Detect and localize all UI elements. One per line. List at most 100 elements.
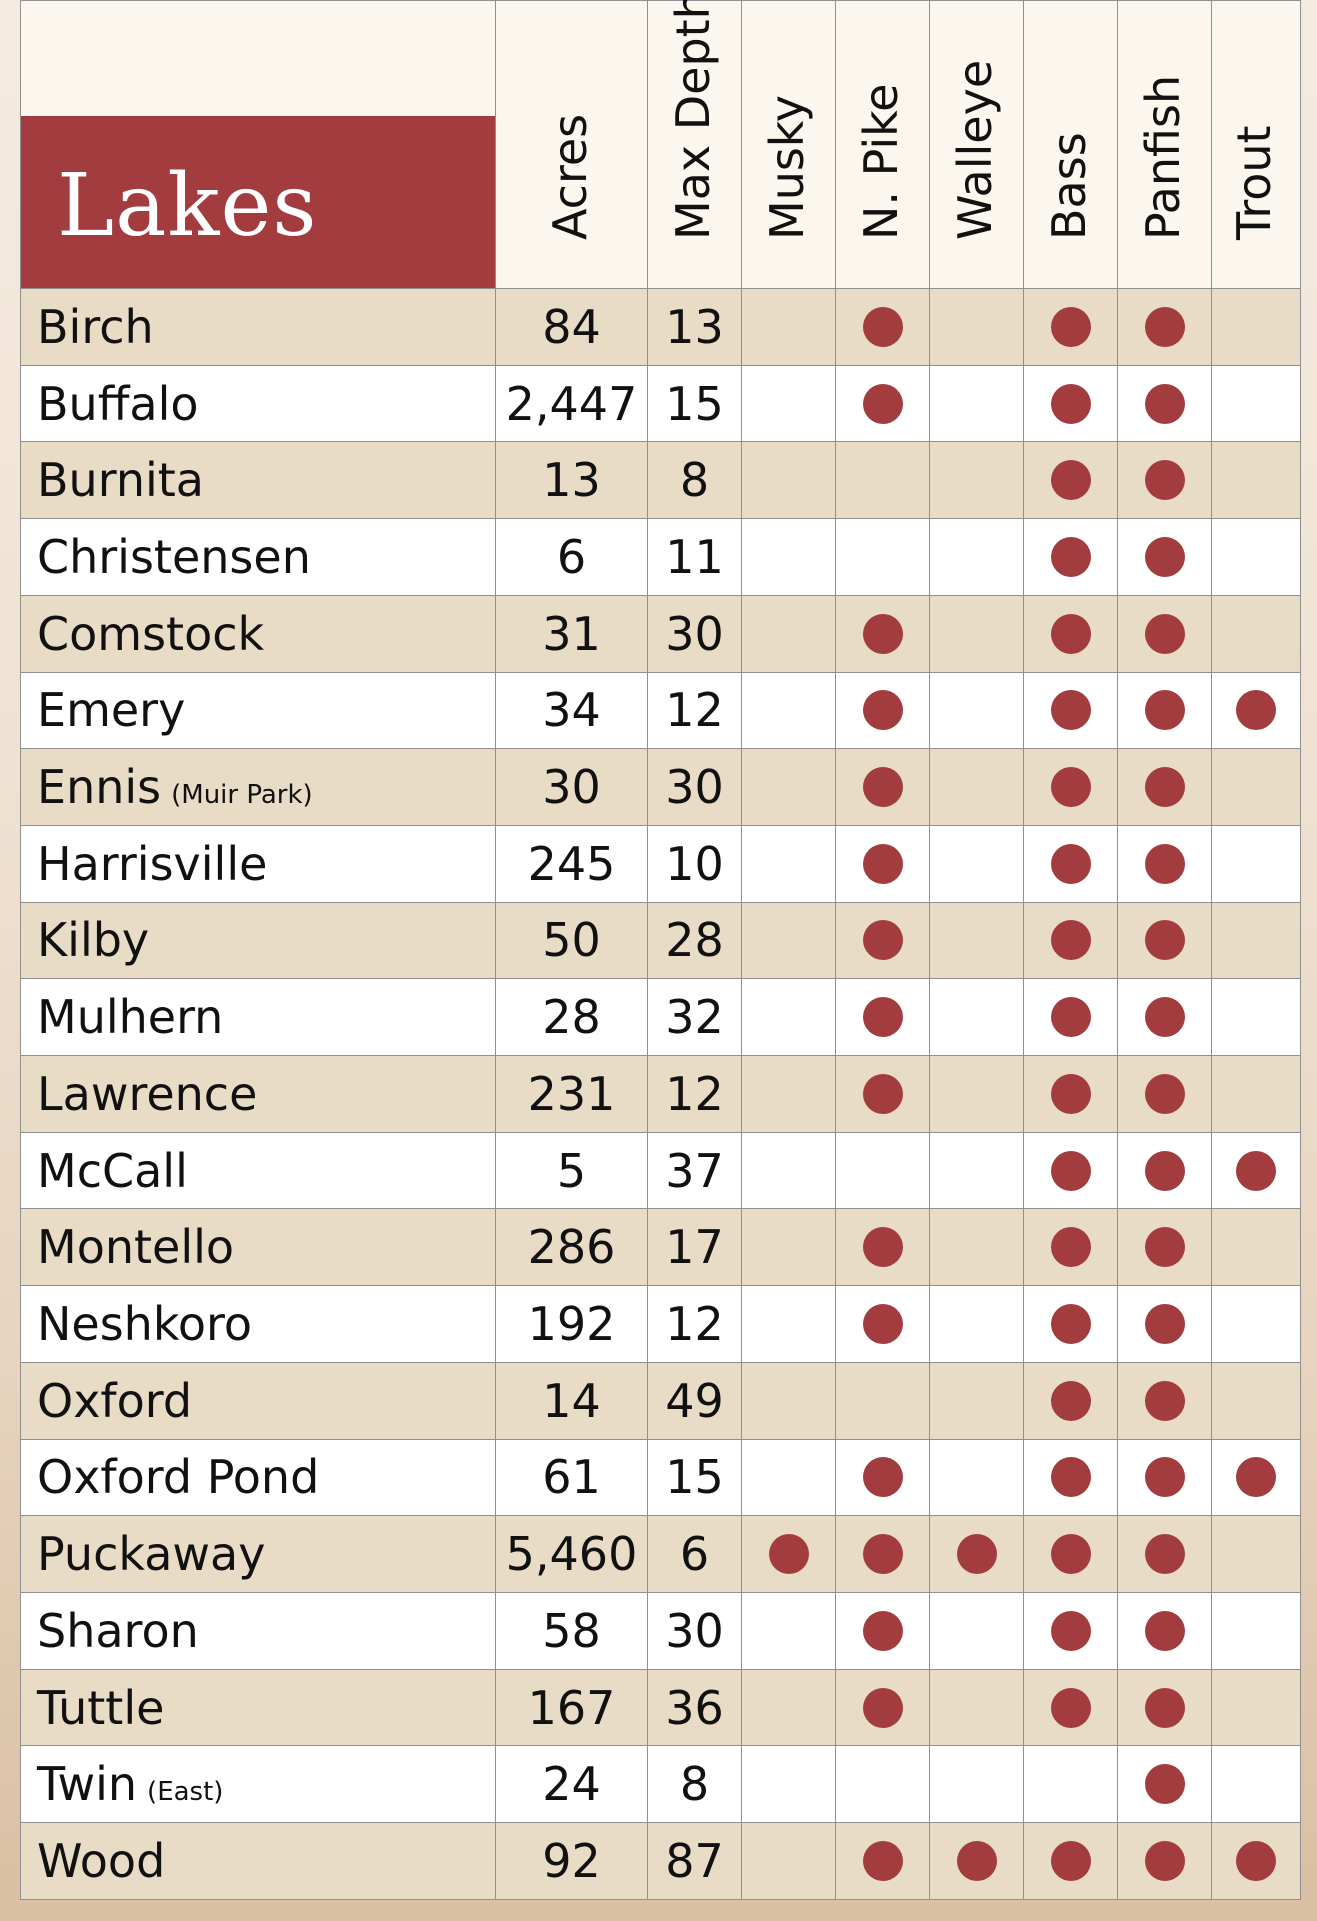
max-depth-cell: 6 (647, 1515, 742, 1593)
walleye-cell (929, 288, 1024, 366)
max-depth-cell: 36 (647, 1668, 742, 1747)
presence-dot-icon (1144, 383, 1185, 424)
acres-cell: 286 (495, 1208, 648, 1287)
bass-cell (1023, 1361, 1118, 1440)
presence-dot-icon (1050, 1227, 1091, 1268)
lakes-table: Lakes Acres Max Depth Musky N. Pike Wall… (20, 0, 1301, 1900)
bass-cell (1023, 1208, 1118, 1287)
n-pike-cell (835, 978, 930, 1057)
max-depth-cell: 30 (647, 748, 742, 826)
bass-cell (1023, 901, 1118, 980)
presence-dot-icon (862, 1227, 903, 1268)
n-pike-cell (835, 1745, 930, 1824)
max-depth-cell: 15 (647, 1438, 742, 1517)
presence-dot-icon (768, 1534, 809, 1575)
column-header-panfish: Panfish (1117, 0, 1212, 289)
n-pike-cell (835, 441, 930, 520)
acres-cell: 30 (495, 748, 648, 826)
table-row: Neshkoro 192 12 (20, 1285, 1301, 1363)
max-depth-cell: 10 (647, 824, 742, 903)
lake-name: Harrisville (37, 836, 268, 891)
presence-dot-icon (862, 767, 903, 808)
column-header-musky: Musky (741, 0, 836, 289)
column-label: Acres (542, 113, 597, 240)
musky-cell (741, 1131, 836, 1210)
panfish-cell (1117, 671, 1212, 750)
presence-dot-icon (862, 1687, 903, 1728)
presence-dot-icon (1144, 1457, 1185, 1498)
musky-cell (741, 364, 836, 443)
presence-dot-icon (1050, 920, 1091, 961)
presence-dot-icon (1144, 767, 1185, 808)
walleye-cell (929, 1208, 1024, 1287)
max-depth-cell: 15 (647, 364, 742, 443)
table-row: Christensen 6 11 (20, 518, 1301, 596)
table-title: Lakes (57, 156, 318, 256)
trout-cell (1211, 671, 1301, 750)
lake-name-cell: Oxford (20, 1361, 496, 1440)
presence-dot-icon (862, 613, 903, 654)
musky-cell (741, 1668, 836, 1747)
column-header-walleye: Walleye (929, 0, 1024, 289)
acres-cell: 2,447 (495, 364, 648, 443)
bass-cell (1023, 824, 1118, 903)
musky-cell (741, 671, 836, 750)
max-depth-cell: 8 (647, 1745, 742, 1824)
lake-name: Oxford Pond (37, 1450, 320, 1505)
lake-name-cell: McCall (20, 1131, 496, 1210)
acres-cell: 84 (495, 288, 648, 366)
trout-cell (1211, 1822, 1301, 1900)
presence-dot-icon (1144, 1764, 1185, 1805)
lake-name: Christensen (37, 529, 311, 584)
lake-name: Lawrence (37, 1066, 258, 1121)
table-row: Birch 84 13 (20, 288, 1301, 366)
lake-name-cell: Lawrence (20, 1055, 496, 1133)
max-depth-cell: 30 (647, 594, 742, 673)
panfish-cell (1117, 978, 1212, 1057)
presence-dot-icon (862, 997, 903, 1038)
column-label: Musky (759, 94, 814, 240)
table-row: Montello 286 17 (20, 1208, 1301, 1287)
presence-dot-icon (862, 1457, 903, 1498)
trout-cell (1211, 594, 1301, 673)
presence-dot-icon (1050, 1610, 1091, 1651)
trout-cell (1211, 288, 1301, 366)
bass-cell (1023, 1668, 1118, 1747)
walleye-cell (929, 518, 1024, 596)
panfish-cell (1117, 901, 1212, 980)
walleye-cell (929, 824, 1024, 903)
bass-cell (1023, 1591, 1118, 1670)
presence-dot-icon (1144, 997, 1185, 1038)
panfish-cell (1117, 1515, 1212, 1593)
lake-name-cell: Mulhern (20, 978, 496, 1057)
presence-dot-icon (1144, 306, 1185, 347)
column-label: Walleye (947, 59, 1002, 240)
presence-dot-icon (862, 1303, 903, 1344)
presence-dot-icon (1050, 1534, 1091, 1575)
musky-cell (741, 1591, 836, 1670)
table-row: Twin (East) 24 8 (20, 1745, 1301, 1824)
trout-cell (1211, 1361, 1301, 1440)
acres-cell: 61 (495, 1438, 648, 1517)
n-pike-cell (835, 1438, 930, 1517)
lake-name-cell: Birch (20, 288, 496, 366)
acres-cell: 13 (495, 441, 648, 520)
table-row: Mulhern 28 32 (20, 978, 1301, 1057)
panfish-cell (1117, 1668, 1212, 1747)
lake-note: (East) (147, 1777, 224, 1808)
presence-dot-icon (1144, 1610, 1185, 1651)
column-label: Max Depth (665, 0, 720, 240)
walleye-cell (929, 1591, 1024, 1670)
presence-dot-icon (1050, 843, 1091, 884)
n-pike-cell (835, 748, 930, 826)
max-depth-cell: 37 (647, 1131, 742, 1210)
panfish-cell (1117, 288, 1212, 366)
trout-cell (1211, 1515, 1301, 1593)
panfish-cell (1117, 1591, 1212, 1670)
lake-note: (Muir Park) (171, 780, 313, 811)
presence-dot-icon (1050, 1073, 1091, 1114)
table-row: Emery 34 12 (20, 671, 1301, 750)
lake-name-cell: Ennis (Muir Park) (20, 748, 496, 826)
presence-dot-icon (862, 1073, 903, 1114)
musky-cell (741, 1745, 836, 1824)
